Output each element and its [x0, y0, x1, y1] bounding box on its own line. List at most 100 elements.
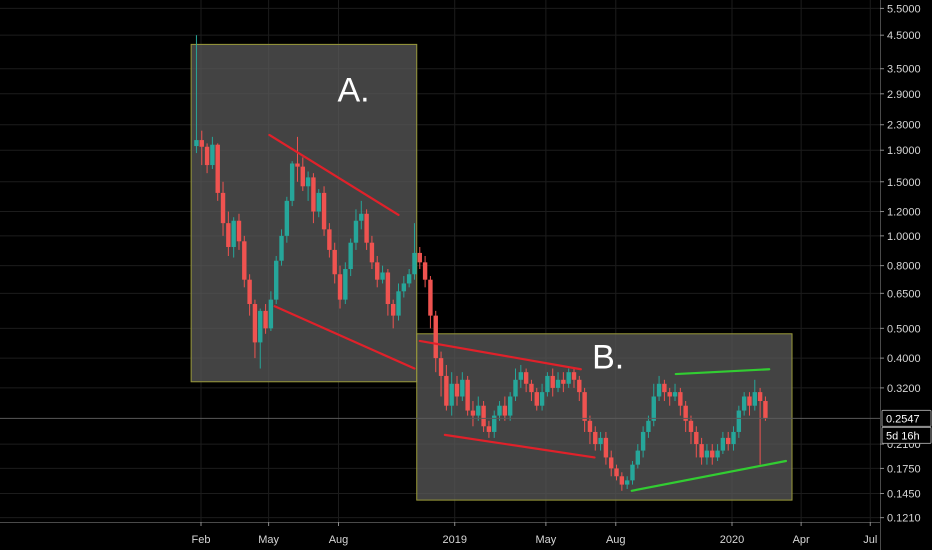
candle-body — [289, 163, 295, 201]
price-tick-label: 0.1750 — [887, 463, 921, 475]
candle-body — [539, 392, 545, 406]
candle-body — [497, 405, 502, 416]
price-axis-background — [880, 0, 932, 550]
candle-body — [316, 192, 321, 212]
candle-body — [305, 177, 311, 187]
candle-body — [550, 375, 555, 388]
price-tick-label: 2.9000 — [887, 89, 921, 101]
candle-body — [268, 299, 274, 329]
candle-body — [667, 392, 672, 397]
candle-body — [369, 242, 375, 263]
price-tick-label: 1.9000 — [887, 145, 921, 157]
trendlines-layer — [268, 133, 788, 492]
candle-body — [449, 383, 454, 406]
candle-body — [231, 220, 236, 247]
candle-body — [741, 396, 747, 411]
candle-body — [593, 431, 598, 445]
candle-body — [220, 192, 226, 224]
price-tick-label: 1.2000 — [887, 207, 921, 219]
candle-body — [327, 229, 332, 250]
candle-body — [343, 269, 348, 300]
candle-body — [396, 291, 401, 316]
candle-body — [210, 144, 215, 166]
candle-body — [609, 457, 614, 469]
candle-body — [460, 379, 465, 397]
candle-body — [274, 260, 279, 300]
candle-body — [476, 405, 481, 416]
candle-body — [311, 177, 316, 212]
candle-body — [731, 431, 736, 445]
time-axis-background — [0, 522, 880, 550]
candle-body — [412, 252, 417, 275]
price-tick-label: 1.0000 — [887, 231, 921, 243]
candle-body — [428, 279, 433, 316]
time-tick-label: May — [258, 534, 279, 546]
candle-body — [380, 272, 385, 280]
countdown-label: 5d 16h — [886, 430, 920, 442]
time-tick-label: Apr — [793, 534, 810, 546]
candle-body — [757, 392, 763, 402]
time-tick-label: 2020 — [720, 534, 744, 546]
price-tick-label: 0.1210 — [887, 513, 921, 525]
candle-body — [199, 140, 204, 147]
candle-body — [640, 431, 646, 451]
price-tick-label: 0.1450 — [887, 489, 921, 501]
candle-body — [694, 431, 699, 445]
candle-body — [492, 415, 497, 432]
candle-body — [598, 437, 603, 445]
candle-body — [672, 392, 678, 397]
trendline-green — [630, 459, 788, 492]
last-price-marker: 0.2547 5d 16h — [0, 409, 932, 444]
countdown-box — [881, 426, 932, 444]
candle-body — [662, 383, 667, 393]
candle-body — [747, 396, 752, 406]
candle-body — [204, 146, 210, 166]
candle-body — [348, 242, 353, 270]
candle-body — [353, 220, 359, 243]
candle-body — [555, 379, 561, 388]
candle-body — [444, 375, 449, 406]
candle-body — [513, 379, 518, 397]
candle-body — [683, 405, 688, 421]
candle-body — [715, 450, 720, 458]
trendline-red — [273, 305, 416, 370]
candle-body — [507, 396, 513, 416]
time-tick-label: Feb — [192, 534, 211, 546]
candle-body — [614, 468, 619, 477]
candle-body — [699, 444, 704, 458]
candle-body — [300, 166, 305, 187]
price-axis[interactable]: 5.5000 4.5000 3.5000 2.9000 2.3000 1.9000 1.50… — [880, 0, 932, 550]
candle-body — [624, 480, 630, 485]
candle-body — [454, 383, 460, 397]
candle-body — [364, 213, 369, 243]
zone-labels: A. B. — [338, 72, 625, 377]
candle-body — [242, 241, 247, 280]
candle-body — [582, 392, 587, 421]
candle-body — [359, 213, 364, 221]
candle-body — [321, 192, 327, 230]
candle-body — [236, 220, 242, 242]
candle-body — [401, 283, 407, 292]
candle-body — [406, 274, 412, 284]
candle-body — [252, 304, 258, 343]
candle-body — [651, 396, 656, 421]
candle-body — [523, 372, 529, 384]
trendline-green — [674, 368, 771, 376]
candle-body — [332, 249, 337, 275]
candle-body — [337, 274, 343, 300]
candle-body — [710, 450, 715, 458]
candle-body — [470, 410, 476, 416]
time-axis[interactable]: Feb May Aug 2019 May Aug 2020 Apr Jul — [0, 522, 880, 550]
candle-body — [603, 437, 609, 458]
candle-body — [635, 450, 641, 465]
candle-body — [630, 464, 635, 481]
candle-body — [529, 383, 534, 393]
zone-label-b: B. — [592, 339, 624, 377]
candle-body — [258, 310, 263, 343]
zone-label-a: A. — [338, 72, 370, 110]
candle-body — [375, 262, 380, 280]
candle-body — [385, 272, 391, 305]
candle-body — [417, 252, 422, 263]
price-tick-label: 5.5000 — [887, 3, 921, 15]
